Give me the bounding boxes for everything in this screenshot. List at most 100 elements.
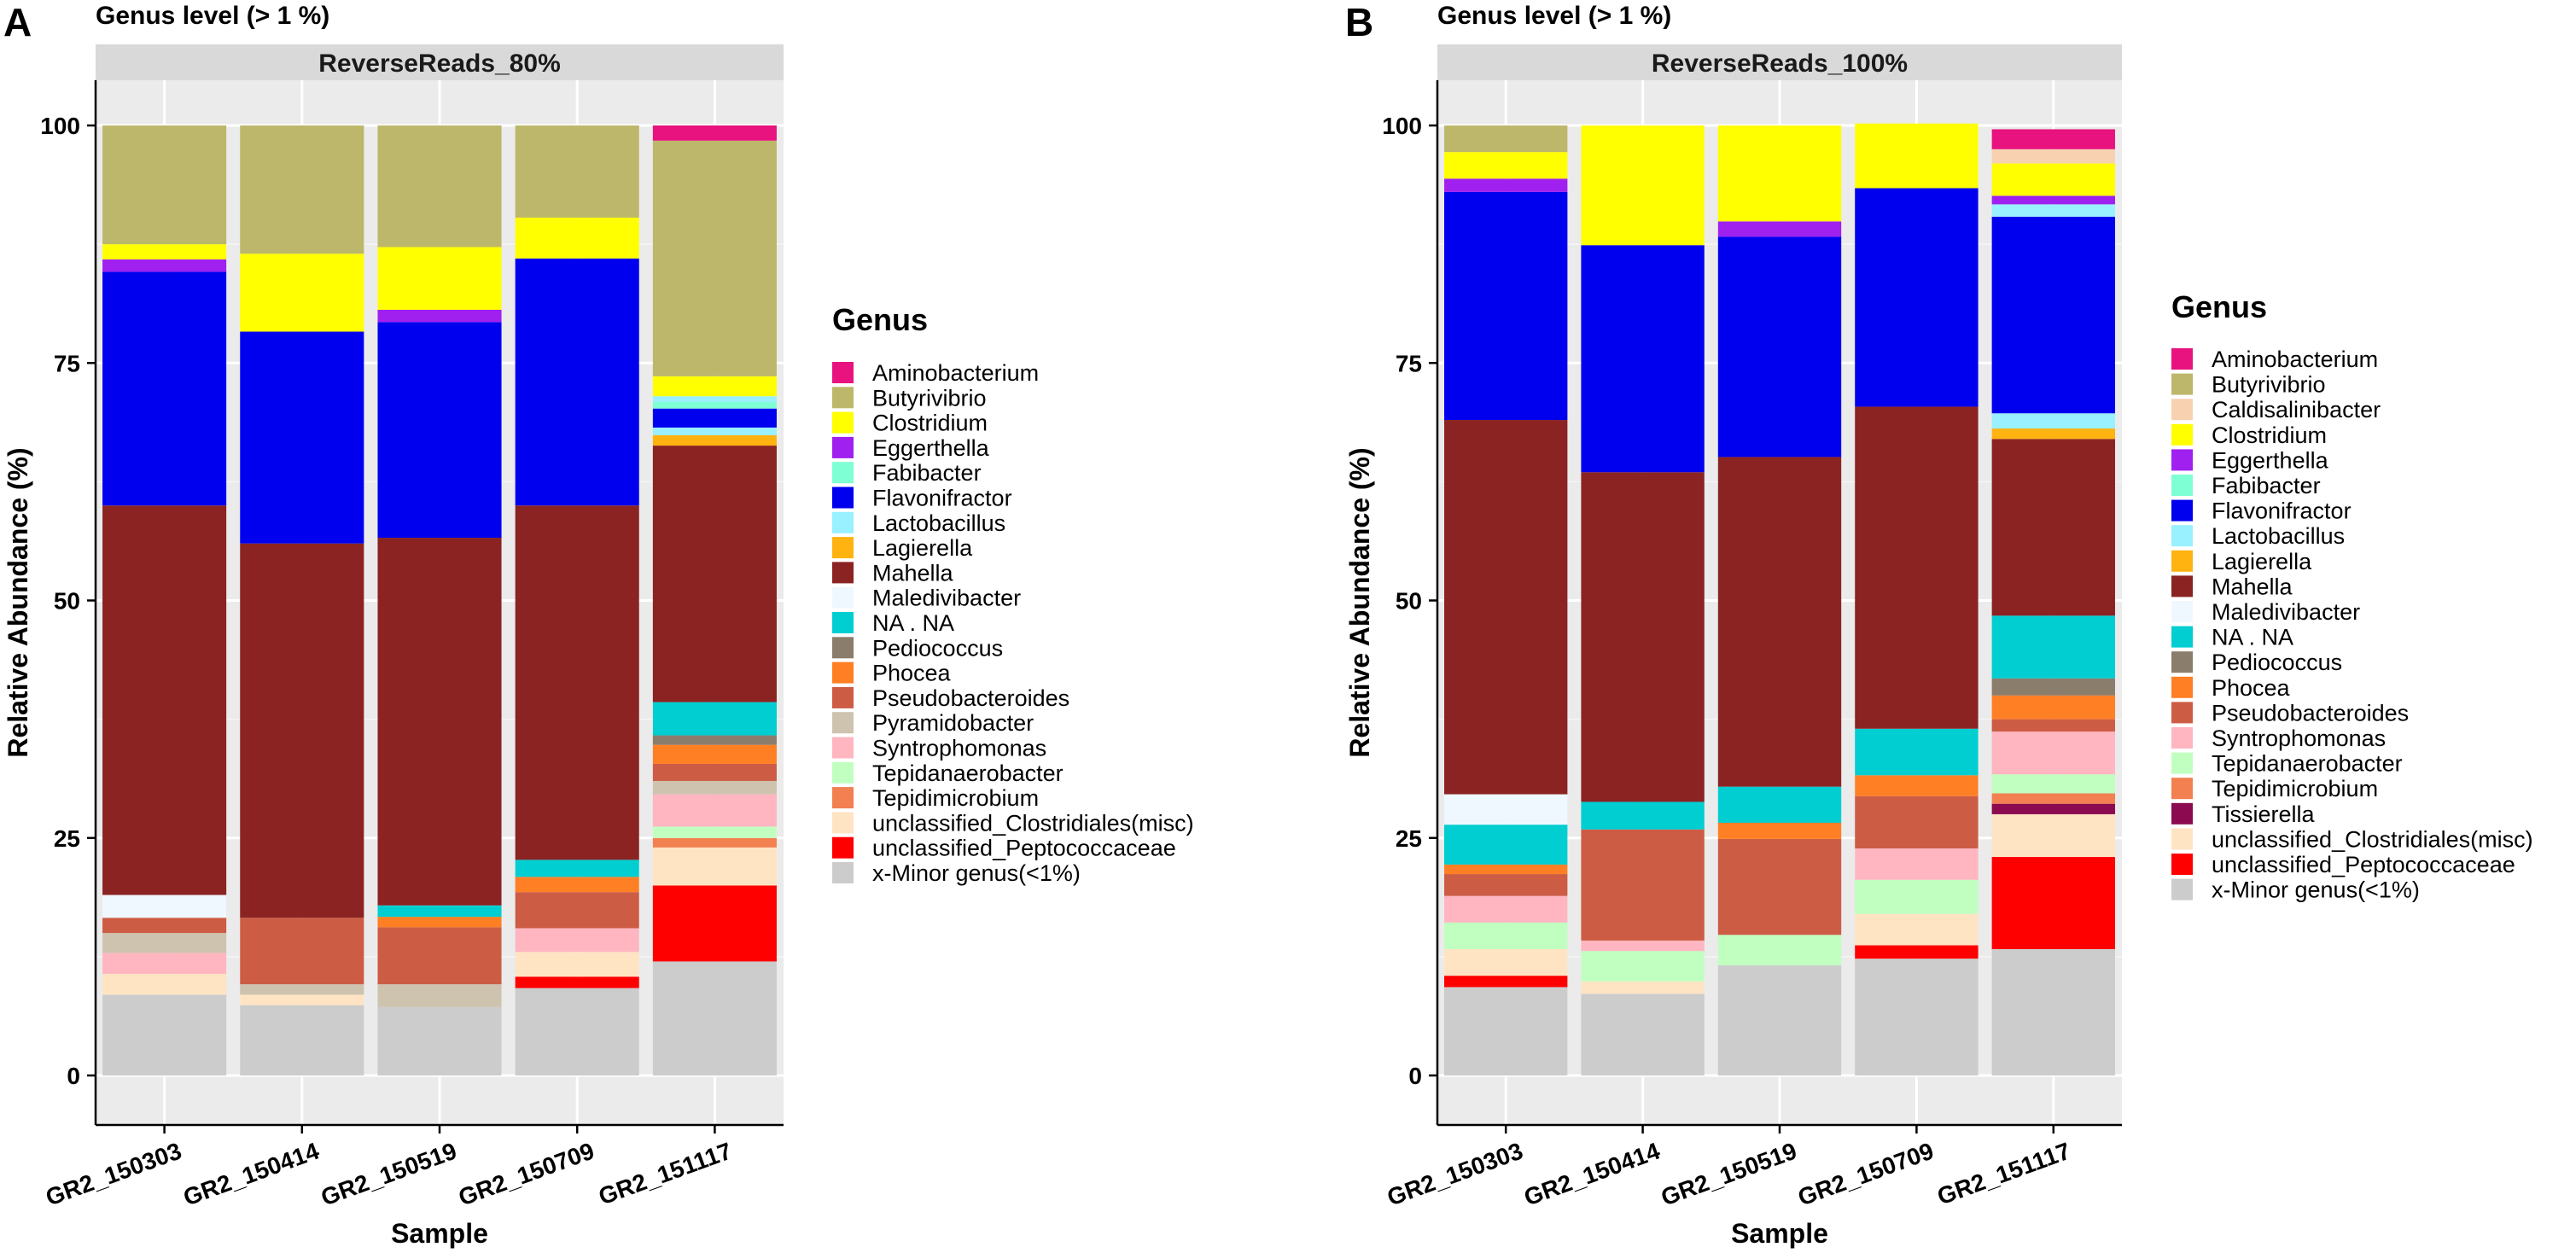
bar-segment-mahella	[515, 505, 639, 860]
legend-swatch	[832, 812, 854, 834]
legend-label: Eggerthella	[872, 435, 990, 461]
legend-swatch	[832, 436, 854, 458]
panel-label: B	[1345, 0, 1373, 44]
bar-segment-eggerthella	[1717, 221, 1842, 237]
legend-swatch	[832, 411, 854, 434]
legend-label: Fabibacter	[872, 460, 982, 486]
legend-swatch	[2171, 778, 2193, 800]
legend-label: Lactobacillus	[2212, 523, 2345, 549]
legend: Genus AminobacteriumButyrivibrioCaldisali…	[2171, 289, 2533, 903]
bar-segment-pyramidobacter	[240, 984, 364, 995]
legend-label: Pediococcus	[2212, 650, 2342, 675]
bar-segment-pseudobacteroides	[1717, 838, 1842, 935]
legend-swatch	[832, 712, 854, 734]
legend-label: Pediococcus	[872, 635, 1003, 661]
bar-segment-x-minor-genus-1-	[1581, 994, 1705, 1075]
legend-label: Tepidanaerobacter	[872, 761, 1064, 786]
legend-label: Lagierella	[2212, 549, 2312, 574]
y-axis-title: Relative Abundance (%)	[3, 447, 33, 757]
bar-segment-tepidimicrobium	[652, 837, 777, 848]
chart-panel-B: B Genus level (> 1 %) ReverseReads_100% 0 25…	[1344, 0, 2533, 1249]
legend-title: Genus	[832, 302, 928, 337]
bar-segment-clostridium	[1581, 125, 1705, 246]
bar-segment-flavonifractor	[652, 408, 777, 428]
bar-segment-fabibacter	[652, 401, 777, 409]
x-tick-label: GR2_151117	[1934, 1138, 2074, 1210]
legend-label: NA . NA	[2212, 625, 2293, 650]
legend-swatch	[2171, 550, 2193, 572]
y-tick-label: 75	[54, 350, 80, 376]
legend-swatch	[2171, 348, 2193, 370]
chart-title: Genus level (> 1 %)	[1437, 2, 1671, 30]
legend-swatch	[2171, 854, 2193, 875]
legend-swatch	[2171, 475, 2193, 496]
bar-segment-syntrophomonas	[515, 928, 639, 953]
x-tick-label: GR2_150303	[1384, 1138, 1526, 1211]
legend-swatch	[832, 562, 854, 584]
bar-segment-unclassified-clostridiales-misc-	[102, 973, 227, 995]
bar-segment-x-minor-genus-1-	[1717, 965, 1842, 1075]
bar-segment-tepidanaerobacter	[1444, 922, 1568, 949]
bar-segment-na-na	[377, 905, 502, 918]
bar-segment-na-na	[515, 860, 639, 877]
legend-swatch	[832, 787, 854, 809]
legend-swatch	[2171, 828, 2193, 850]
bar-segment-flavonifractor	[102, 271, 227, 506]
bar-segment-pseudobacteroides	[102, 918, 227, 934]
bar-segment-unclassified-clostridiales-misc-	[1444, 948, 1568, 976]
bar-segment-flavonifractor	[1855, 188, 1979, 407]
bar-segment-tepidanaerobacter	[652, 826, 777, 838]
bar-segment-phocea	[515, 877, 639, 893]
legend-swatch	[832, 862, 854, 883]
bar-segment-flavonifractor	[1717, 236, 1842, 457]
y-tick-label: 75	[1396, 350, 1422, 376]
bar-segment-syntrophomonas	[1855, 848, 1979, 880]
bar-segment-unclassified-peptococcaceae	[652, 885, 777, 962]
bar-segment-na-na	[1991, 615, 2115, 679]
y-tick-label: 100	[1382, 113, 1422, 139]
legend-label: unclassified_Peptococcaceae	[2212, 852, 2515, 877]
legend-swatch	[832, 661, 854, 684]
legend-swatch	[832, 537, 854, 559]
legend-label: Maledivibacter	[2212, 599, 2360, 625]
bar-segment-tepidanaerobacter	[1581, 951, 1705, 982]
bar-segment-butyrivibrio	[240, 125, 364, 254]
bar-segment-butyrivibrio	[652, 140, 777, 376]
bar-segment-unclassified-peptococcaceae	[1444, 976, 1568, 988]
bar-segment-mahella	[1581, 472, 1705, 802]
bar-segment-mahella	[1855, 406, 1979, 729]
bar-segment-unclassified-clostridiales-misc-	[1991, 813, 2115, 858]
bar-segment-syntrophomonas	[1991, 731, 2115, 775]
bar-GR2_151117	[652, 125, 777, 1075]
legend-title: Genus	[2171, 289, 2267, 324]
y-tick-label: 0	[67, 1063, 80, 1089]
bar-segment-flavonifractor	[1444, 191, 1568, 421]
bar-segment-flavonifractor	[515, 258, 639, 506]
bar-segment-pseudobacteroides	[1444, 874, 1568, 896]
bar-segment-lactobacillus	[1991, 413, 2115, 429]
legend-swatch	[832, 487, 854, 509]
facet-strip	[1437, 44, 2122, 80]
legend-label: x-Minor genus(<1%)	[2212, 877, 2420, 903]
legend-swatch	[2171, 651, 2193, 673]
legend-label: Maledivibacter	[872, 586, 1021, 611]
y-tick-label: 25	[1396, 825, 1422, 852]
bar-segment-flavonifractor	[240, 331, 364, 544]
legend-swatch	[832, 637, 854, 659]
bar-GR2_151117	[1991, 129, 2115, 1075]
legend-swatch	[2171, 676, 2193, 698]
bar-GR2_150519	[377, 125, 502, 1075]
bar-GR2_150303	[102, 125, 227, 1075]
bar-segment-mahella	[377, 538, 502, 906]
bar-segment-butyrivibrio	[102, 125, 227, 245]
bar-GR2_150414	[1581, 125, 1705, 1075]
bar-segment-pseudobacteroides	[240, 918, 364, 985]
facet-strip	[96, 44, 784, 80]
legend-label: Mahella	[2212, 574, 2293, 599]
bar-segment-x-minor-genus-1-	[1855, 959, 1979, 1075]
bar-segment-lagierella	[652, 434, 777, 446]
legend-label: Pyramidobacter	[872, 710, 1034, 736]
bar-segment-maledivibacter	[1444, 794, 1568, 825]
bar-segment-x-minor-genus-1-	[515, 988, 639, 1075]
bar-segment-flavonifractor	[377, 322, 502, 539]
